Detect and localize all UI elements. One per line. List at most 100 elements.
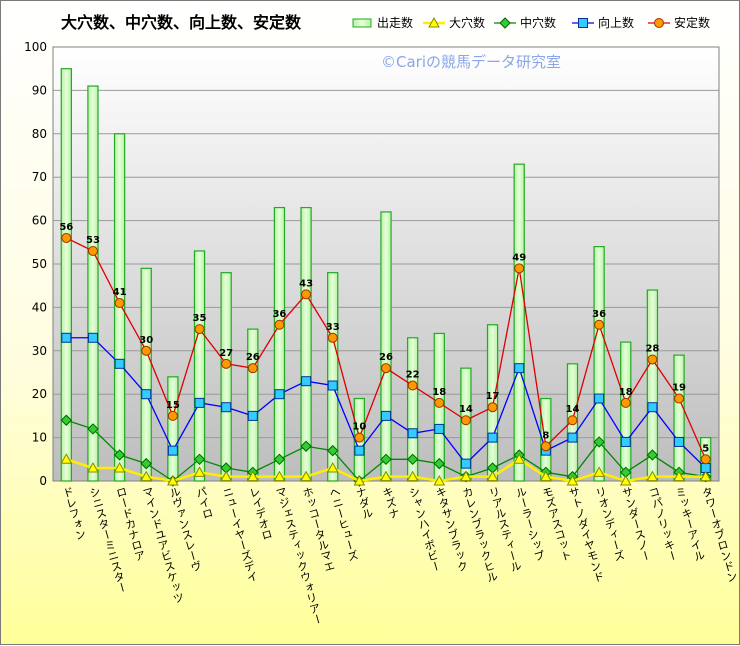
point-improve — [381, 410, 391, 421]
point-stable — [540, 441, 551, 452]
point-stable — [654, 18, 664, 28]
bar — [380, 211, 392, 482]
point-large-upset — [486, 470, 499, 482]
point-stable — [407, 380, 418, 391]
y-tick-label: 90 — [32, 83, 47, 97]
point-large-upset — [326, 461, 339, 473]
point-stable — [594, 319, 605, 330]
point-stable — [194, 324, 205, 335]
data-label: 43 — [299, 278, 313, 289]
point-stable — [381, 363, 391, 374]
bar — [193, 250, 206, 482]
y-tick-label: 0 — [39, 474, 47, 488]
data-label: 26 — [246, 352, 260, 363]
lines-layer — [60, 232, 712, 487]
point-large-upset — [167, 474, 179, 486]
point-stable — [327, 332, 338, 343]
point-large-upset — [87, 461, 99, 473]
data-label: 41 — [113, 287, 127, 298]
point-stable — [354, 432, 365, 443]
data-label: 14 — [459, 404, 473, 415]
point-stable — [114, 298, 125, 309]
data-label: 27 — [219, 348, 233, 359]
legend: 出走数 大穴数 中穴数 向上数 安定数 — [352, 15, 710, 30]
point-mid-upset — [406, 453, 419, 466]
point-stable — [247, 363, 258, 374]
legend-label: 大穴数 — [449, 15, 485, 30]
point-mid-upset — [60, 414, 73, 426]
data-label: 49 — [512, 252, 526, 263]
bar — [220, 272, 232, 482]
point-stable — [620, 397, 631, 408]
point-large-upset — [380, 470, 392, 482]
point-large-upset — [593, 466, 605, 477]
y-tick-label: 40 — [32, 300, 47, 314]
data-label: 26 — [379, 352, 393, 363]
legend-label: 安定数 — [674, 15, 710, 30]
point-large-upset — [193, 466, 206, 477]
data-label: 8 — [542, 430, 549, 441]
point-improve — [514, 363, 525, 374]
point-stable — [221, 358, 232, 369]
point-large-upset — [60, 453, 73, 464]
point-improve — [167, 445, 178, 456]
point-large-upset — [220, 470, 233, 482]
point-mid-upset — [87, 423, 99, 435]
point-large-upset — [433, 474, 446, 486]
x-category-label: ドレフォン — [60, 485, 88, 541]
point-improve — [301, 376, 312, 387]
legend-label: 向上数 — [598, 15, 634, 30]
point-mid-upset — [327, 444, 339, 457]
legend-label: 中穴数 — [520, 15, 556, 30]
bar — [167, 376, 179, 482]
point-large-upset — [513, 453, 526, 464]
point-improve — [460, 458, 471, 469]
point-stable — [647, 354, 658, 365]
chart-title: 大穴数、中穴数、向上数、安定数 — [61, 13, 302, 32]
point-stable — [301, 289, 312, 300]
point-improve — [61, 332, 72, 343]
data-label: 5 — [702, 443, 709, 454]
point-stable — [87, 245, 98, 256]
point-improve — [327, 380, 338, 391]
point-mid-upset — [499, 17, 511, 29]
point-large-upset — [566, 474, 579, 486]
point-mid-upset — [646, 449, 659, 461]
point-improve — [567, 432, 578, 443]
data-label: 14 — [566, 404, 580, 415]
y-tick-label: 80 — [32, 127, 47, 141]
point-stable — [674, 393, 685, 404]
bar — [513, 163, 525, 482]
point-large-upset — [273, 470, 286, 482]
point-stable — [514, 263, 525, 274]
y-tick-label: 70 — [32, 170, 47, 184]
bar — [620, 341, 632, 482]
point-large-upset — [113, 461, 126, 473]
x-category-label: パイロ — [193, 485, 215, 521]
point-stable — [487, 402, 498, 413]
y-tick-label: 50 — [32, 257, 47, 271]
y-tick-label: 30 — [32, 344, 47, 358]
point-improve — [407, 428, 418, 439]
point-mid-upset — [380, 453, 392, 466]
point-mid-upset — [433, 457, 445, 470]
point-improve — [247, 410, 258, 421]
point-improve — [578, 18, 588, 28]
data-label: 22 — [406, 370, 420, 381]
point-improve — [434, 423, 445, 434]
point-mid-upset — [140, 457, 152, 470]
y-axis: 0 10 20 30 40 50 60 70 80 90 100 — [24, 40, 47, 488]
point-large-upset — [406, 470, 419, 482]
bar — [140, 267, 152, 482]
point-mid-upset — [113, 449, 126, 461]
y-tick-label: 10 — [32, 431, 47, 445]
bar — [87, 85, 99, 482]
bar — [593, 246, 605, 482]
point-improve — [594, 393, 605, 404]
point-improve — [620, 436, 631, 447]
point-improve — [194, 397, 205, 408]
x-category-label: キズナ — [380, 485, 402, 520]
point-large-upset — [673, 470, 685, 482]
data-label: 19 — [672, 383, 686, 394]
